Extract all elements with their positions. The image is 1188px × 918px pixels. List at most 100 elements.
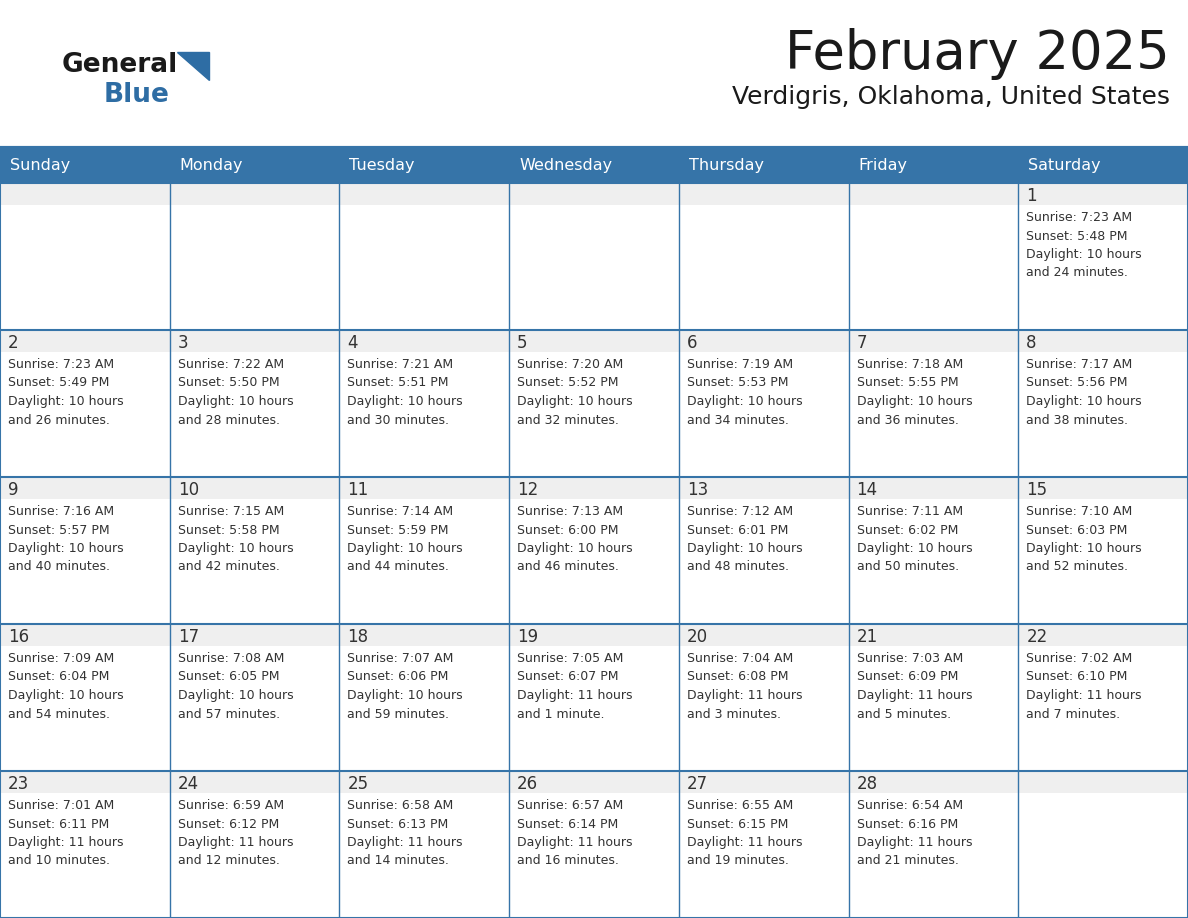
Text: 10: 10 [178, 481, 198, 499]
Bar [848, 477, 1018, 624]
Text: Sunrise: 7:02 AM: Sunrise: 7:02 AM [1026, 652, 1132, 665]
Bar [1018, 330, 1188, 352]
Text: Sunrise: 7:19 AM: Sunrise: 7:19 AM [687, 358, 792, 371]
Text: Daylight: 10 hours: Daylight: 10 hours [857, 542, 972, 555]
Text: and 59 minutes.: and 59 minutes. [347, 708, 449, 721]
Text: 18: 18 [347, 628, 368, 646]
Text: Sunset: 5:59 PM: Sunset: 5:59 PM [347, 523, 449, 536]
Text: Daylight: 10 hours: Daylight: 10 hours [1026, 542, 1142, 555]
Text: General: General [62, 52, 178, 78]
Bar [170, 624, 340, 771]
Bar [0, 477, 170, 624]
Text: Sunset: 6:13 PM: Sunset: 6:13 PM [347, 818, 449, 831]
Bar [678, 330, 848, 352]
Text: 14: 14 [857, 481, 878, 499]
Text: February 2025: February 2025 [785, 28, 1170, 80]
Bar [510, 183, 678, 330]
Bar [1018, 624, 1188, 646]
Bar [678, 771, 848, 918]
Text: and 30 minutes.: and 30 minutes. [347, 413, 449, 427]
Text: Daylight: 11 hours: Daylight: 11 hours [857, 689, 972, 702]
Text: Sunrise: 7:16 AM: Sunrise: 7:16 AM [8, 505, 114, 518]
Bar [0, 183, 170, 205]
Bar [1018, 771, 1188, 918]
Text: 22: 22 [1026, 628, 1048, 646]
Text: Sunset: 6:09 PM: Sunset: 6:09 PM [857, 670, 958, 684]
Bar [678, 771, 848, 793]
Text: Sunrise: 7:08 AM: Sunrise: 7:08 AM [178, 652, 284, 665]
Text: Sunset: 6:16 PM: Sunset: 6:16 PM [857, 818, 958, 831]
Text: Verdigris, Oklahoma, United States: Verdigris, Oklahoma, United States [732, 85, 1170, 109]
Bar [170, 183, 340, 205]
Bar [340, 330, 510, 352]
Text: Sunrise: 7:23 AM: Sunrise: 7:23 AM [8, 358, 114, 371]
Text: Daylight: 11 hours: Daylight: 11 hours [8, 836, 124, 849]
Text: Friday: Friday [859, 158, 908, 173]
Text: Daylight: 11 hours: Daylight: 11 hours [517, 836, 633, 849]
Text: Sunrise: 7:10 AM: Sunrise: 7:10 AM [1026, 505, 1132, 518]
Bar [1018, 330, 1188, 477]
Text: and 26 minutes.: and 26 minutes. [8, 413, 109, 427]
Text: Tuesday: Tuesday [349, 158, 415, 173]
Bar [678, 183, 848, 205]
Bar [848, 330, 1018, 352]
Text: Daylight: 10 hours: Daylight: 10 hours [8, 689, 124, 702]
Text: Sunrise: 6:57 AM: Sunrise: 6:57 AM [517, 799, 624, 812]
Bar [170, 183, 340, 330]
Bar [170, 330, 340, 352]
Text: Sunset: 5:53 PM: Sunset: 5:53 PM [687, 376, 789, 389]
Text: Sunset: 5:57 PM: Sunset: 5:57 PM [8, 523, 109, 536]
Text: Sunset: 5:48 PM: Sunset: 5:48 PM [1026, 230, 1127, 242]
Text: and 57 minutes.: and 57 minutes. [178, 708, 280, 721]
Text: Sunrise: 7:04 AM: Sunrise: 7:04 AM [687, 652, 794, 665]
Text: 9: 9 [8, 481, 19, 499]
Text: Sunrise: 7:14 AM: Sunrise: 7:14 AM [347, 505, 454, 518]
Bar [170, 330, 340, 477]
Text: Daylight: 11 hours: Daylight: 11 hours [347, 836, 463, 849]
Text: 28: 28 [857, 775, 878, 793]
Text: Daylight: 11 hours: Daylight: 11 hours [687, 689, 802, 702]
Text: Blue: Blue [105, 82, 170, 108]
Text: and 21 minutes.: and 21 minutes. [857, 855, 959, 868]
Text: Sunrise: 7:03 AM: Sunrise: 7:03 AM [857, 652, 962, 665]
Bar [0, 477, 170, 499]
Text: 26: 26 [517, 775, 538, 793]
Text: 11: 11 [347, 481, 368, 499]
Text: and 54 minutes.: and 54 minutes. [8, 708, 110, 721]
Text: Daylight: 10 hours: Daylight: 10 hours [687, 395, 802, 408]
Bar [340, 183, 510, 205]
Text: and 42 minutes.: and 42 minutes. [178, 561, 279, 574]
Text: 21: 21 [857, 628, 878, 646]
Bar [1018, 771, 1188, 793]
Text: and 46 minutes.: and 46 minutes. [517, 561, 619, 574]
Text: Sunset: 5:58 PM: Sunset: 5:58 PM [178, 523, 279, 536]
Text: Daylight: 11 hours: Daylight: 11 hours [857, 836, 972, 849]
Bar [170, 624, 340, 646]
Text: Sunset: 6:06 PM: Sunset: 6:06 PM [347, 670, 449, 684]
Bar [678, 183, 848, 330]
Text: Sunrise: 6:54 AM: Sunrise: 6:54 AM [857, 799, 962, 812]
Bar [340, 624, 510, 771]
Bar [510, 624, 678, 646]
Bar [1018, 183, 1188, 330]
Text: and 7 minutes.: and 7 minutes. [1026, 708, 1120, 721]
Text: Daylight: 10 hours: Daylight: 10 hours [178, 689, 293, 702]
Text: Sunrise: 7:15 AM: Sunrise: 7:15 AM [178, 505, 284, 518]
Text: and 3 minutes.: and 3 minutes. [687, 708, 781, 721]
Text: Sunset: 6:11 PM: Sunset: 6:11 PM [8, 818, 109, 831]
Text: Sunset: 6:15 PM: Sunset: 6:15 PM [687, 818, 788, 831]
Text: Daylight: 11 hours: Daylight: 11 hours [687, 836, 802, 849]
Bar [0, 624, 170, 646]
Bar [510, 771, 678, 793]
Text: and 44 minutes.: and 44 minutes. [347, 561, 449, 574]
Bar [0, 183, 170, 330]
Bar [678, 477, 848, 499]
Text: 23: 23 [8, 775, 30, 793]
Text: and 1 minute.: and 1 minute. [517, 708, 605, 721]
Text: Daylight: 10 hours: Daylight: 10 hours [347, 395, 463, 408]
Text: Sunset: 6:10 PM: Sunset: 6:10 PM [1026, 670, 1127, 684]
Text: Sunset: 5:49 PM: Sunset: 5:49 PM [8, 376, 109, 389]
Bar [678, 624, 848, 646]
Text: 4: 4 [347, 334, 358, 352]
Text: Sunrise: 7:01 AM: Sunrise: 7:01 AM [8, 799, 114, 812]
